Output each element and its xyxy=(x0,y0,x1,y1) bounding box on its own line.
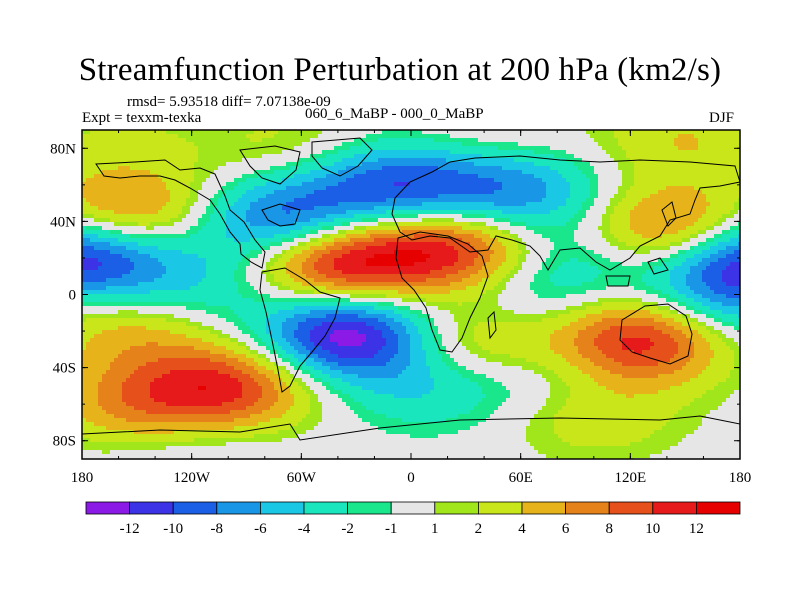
colorbar-label: -4 xyxy=(298,521,311,537)
colorbar-label: -2 xyxy=(341,521,354,537)
y-tick-label: 40N xyxy=(50,214,76,230)
colorbar-swatch xyxy=(303,501,348,515)
colorbar-swatch xyxy=(477,501,523,515)
colorbar-swatch xyxy=(521,501,566,515)
axes: 180 120W 60W 0 60E 120E 180 80N 40N 0 40S 80S xyxy=(50,130,751,486)
colorbar-label: -10 xyxy=(163,521,183,537)
x-tick-label: 180 xyxy=(729,470,752,486)
colorbar-swatch xyxy=(565,501,610,515)
colorbar-label: -8 xyxy=(211,521,224,537)
coastlines xyxy=(82,137,740,441)
y-tick-label: 80S xyxy=(53,434,76,450)
colorbar-label: 2 xyxy=(475,521,483,537)
colorbar-swatch xyxy=(216,501,261,515)
chart-title: Streamfunction Perturbation at 200 hPa (… xyxy=(78,52,722,88)
run-comparison-label: 060_6_MaBP - 000_0_MaBP xyxy=(305,106,484,122)
y-tick-label: 0 xyxy=(69,288,77,304)
colorbar-swatch xyxy=(172,501,218,515)
x-tick-label: 60E xyxy=(509,470,533,486)
x-tick-label: 180 xyxy=(71,470,94,486)
colorbar-label: 1 xyxy=(431,521,439,537)
x-tick-label: 0 xyxy=(407,470,415,486)
contour-field xyxy=(82,130,740,459)
colorbar-label: 6 xyxy=(562,521,570,537)
colorbar-label: 12 xyxy=(689,521,704,537)
colorbar-swatch xyxy=(696,501,741,515)
colorbar-swatch xyxy=(390,501,436,515)
colorbar-label: 8 xyxy=(605,521,613,537)
colorbar-label: -12 xyxy=(120,521,140,537)
rmsd-stats: rmsd= 5.93518 diff= 7.07138e-09 xyxy=(127,94,331,110)
y-tick-label: 80N xyxy=(50,141,76,157)
season-label: DJF xyxy=(709,110,735,126)
colorbar-swatch xyxy=(259,501,305,515)
colorbar-swatch xyxy=(434,501,479,515)
x-tick-label: 120W xyxy=(173,470,211,486)
colorbar-label: -6 xyxy=(254,521,267,537)
x-tick-label: 120E xyxy=(614,470,646,486)
colorbar-swatch xyxy=(347,501,392,515)
experiment-label: Expt = texxm-texka xyxy=(82,110,202,126)
colorbar-swatch xyxy=(85,501,130,515)
colorbar-swatch xyxy=(652,501,697,515)
y-tick-label: 40S xyxy=(53,361,76,377)
x-tick-label: 60W xyxy=(287,470,317,486)
colorbar-label: 10 xyxy=(645,521,660,537)
colorbar: -12 -10 -8 -6 -4 -2 -1 1 2 4 6 8 10 12 xyxy=(85,501,741,537)
colorbar-swatch xyxy=(129,501,174,515)
colorbar-label: -1 xyxy=(385,521,398,537)
colorbar-swatch xyxy=(608,501,654,515)
colorbar-label: 4 xyxy=(518,521,526,537)
